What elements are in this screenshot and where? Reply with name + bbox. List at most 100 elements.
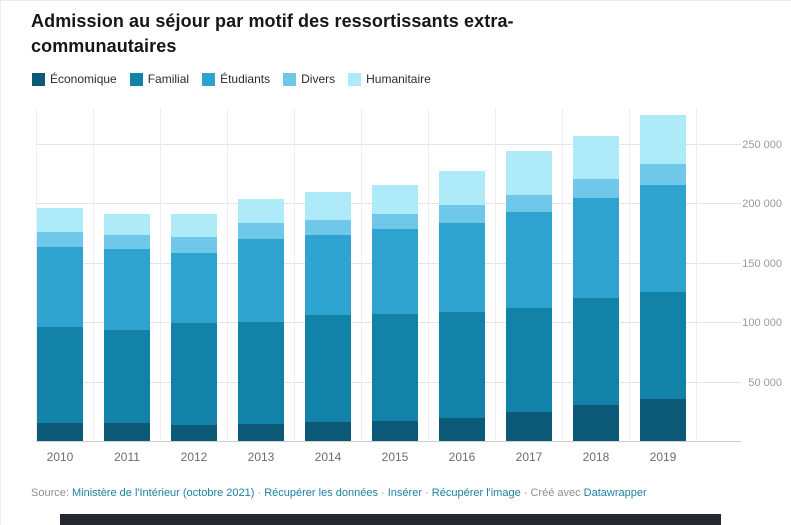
bar-2016[interactable]: [439, 109, 485, 442]
bar-segment-2012[interactable]: [171, 237, 217, 253]
y-axis-label: 250 000: [742, 138, 782, 151]
gridline-v: [629, 109, 630, 442]
bar-segment-2019[interactable]: [640, 114, 686, 164]
bar-segment-2016[interactable]: [439, 223, 485, 313]
bar-segment-2014[interactable]: [305, 235, 351, 315]
bar-segment-2013[interactable]: [238, 199, 284, 224]
bar-segment-2015[interactable]: [372, 313, 418, 421]
bar-segment-2010[interactable]: [37, 207, 83, 232]
gridline-h: [36, 143, 741, 145]
datawrapper-link[interactable]: Datawrapper: [583, 487, 647, 499]
x-axis-label: 2010: [46, 450, 74, 464]
x-axis: 2010 2011 2012 2013 2014 2015 2016 2017 2018 2019: [36, 450, 741, 466]
bar-2013[interactable]: [238, 109, 284, 442]
y-axis-label: 100 000: [742, 317, 782, 330]
footer-separator: ·: [422, 487, 432, 499]
y-axis: 50 000 100 000 150 000 200 000 250 000: [742, 109, 788, 442]
footer-separator: ·: [377, 487, 388, 499]
bar-segment-2010[interactable]: [37, 246, 83, 327]
bar-segment-2013[interactable]: [238, 321, 284, 425]
bar-segment-2015[interactable]: [372, 420, 418, 442]
bar-segment-2011[interactable]: [104, 213, 150, 236]
legend-label: Familial: [147, 72, 190, 86]
bar-segment-2014[interactable]: [305, 219, 351, 236]
legend-label: Humanitaire: [366, 72, 431, 86]
bar-2014[interactable]: [305, 109, 351, 442]
bar-2017[interactable]: [506, 109, 552, 442]
y-axis-label: 200 000: [742, 198, 782, 211]
legend-label: Économique: [50, 72, 117, 86]
bar-segment-2011[interactable]: [104, 235, 150, 250]
bar-segment-2017[interactable]: [506, 307, 552, 413]
legend-item: Familial: [129, 72, 190, 86]
bar-segment-2010[interactable]: [37, 231, 83, 247]
bar-2019[interactable]: [640, 109, 686, 442]
bar-segment-2010[interactable]: [37, 326, 83, 423]
bar-segment-2015[interactable]: [372, 213, 418, 230]
bar-segment-2012[interactable]: [171, 252, 217, 324]
bar-segment-2016[interactable]: [439, 312, 485, 419]
bar-2018[interactable]: [573, 109, 619, 442]
bar-segment-2017[interactable]: [506, 212, 552, 308]
gridline-v: [227, 109, 228, 442]
bar-segment-2010[interactable]: [37, 422, 83, 442]
bar-segment-2017[interactable]: [506, 412, 552, 442]
bar-segment-2019[interactable]: [640, 399, 686, 442]
gridline-v: [562, 109, 563, 442]
get-image-link[interactable]: Récupérer l'image: [431, 487, 521, 499]
bar-segment-2017[interactable]: [506, 150, 552, 195]
bar-segment-2019[interactable]: [640, 292, 686, 400]
x-axis-label: 2013: [247, 450, 275, 464]
x-axis-label: 2012: [180, 450, 208, 464]
footer-created-with-label: · Créé avec: [520, 487, 584, 499]
bar-segment-2013[interactable]: [238, 238, 284, 322]
legend-swatch: [129, 72, 143, 86]
bar-segment-2011[interactable]: [104, 249, 150, 331]
x-axis-baseline: [36, 441, 741, 442]
bar-segment-2018[interactable]: [573, 298, 619, 406]
footer-separator: ·: [254, 487, 265, 499]
source-link[interactable]: Ministère de l'Intérieur (octobre 2021): [71, 487, 255, 499]
bottom-bar: [60, 514, 721, 525]
get-data-link[interactable]: Récupérer les données: [264, 487, 378, 499]
bar-segment-2019[interactable]: [640, 185, 686, 293]
bar-segment-2012[interactable]: [171, 425, 217, 442]
bar-segment-2014[interactable]: [305, 314, 351, 422]
bar-segment-2013[interactable]: [238, 223, 284, 239]
footer-source-label: Source:: [31, 487, 72, 499]
bar-2012[interactable]: [171, 109, 217, 442]
gridline-v: [495, 109, 496, 442]
bar-segment-2018[interactable]: [573, 136, 619, 180]
bar-segment-2012[interactable]: [171, 323, 217, 426]
bar-2011[interactable]: [104, 109, 150, 442]
bar-segment-2019[interactable]: [640, 163, 686, 186]
bar-segment-2016[interactable]: [439, 205, 485, 224]
embed-link[interactable]: Insérer: [387, 487, 422, 499]
bar-2010[interactable]: [37, 109, 83, 442]
bar-segment-2011[interactable]: [104, 422, 150, 442]
bar-segment-2016[interactable]: [439, 170, 485, 206]
bar-segment-2018[interactable]: [573, 198, 619, 299]
bar-segment-2016[interactable]: [439, 418, 485, 442]
bar-2015[interactable]: [372, 109, 418, 442]
bar-segment-2015[interactable]: [372, 229, 418, 314]
bar-segment-2015[interactable]: [372, 185, 418, 214]
bar-segment-2018[interactable]: [573, 405, 619, 442]
bar-segment-2014[interactable]: [305, 192, 351, 220]
legend-label: Étudiants: [220, 72, 271, 86]
bar-segment-2013[interactable]: [238, 424, 284, 442]
stacked-bar-chart: 50 000 100 000 150 000 200 000 250 000 2010 2…: [36, 109, 791, 469]
chart-legend: Économique Familial Étudiants Divers Humanit…: [32, 72, 431, 86]
legend-item: Économique: [32, 72, 117, 86]
bar-segment-2017[interactable]: [506, 194, 552, 213]
bar-segment-2014[interactable]: [305, 421, 351, 442]
bar-segment-2011[interactable]: [104, 330, 150, 423]
bar-segment-2012[interactable]: [171, 213, 217, 238]
gridline-v: [36, 109, 37, 442]
bar-segment-2018[interactable]: [573, 179, 619, 199]
legend-item: Divers: [283, 72, 335, 86]
gridline-v: [428, 109, 429, 442]
plot-area: [36, 109, 741, 442]
legend-label: Divers: [301, 72, 336, 86]
